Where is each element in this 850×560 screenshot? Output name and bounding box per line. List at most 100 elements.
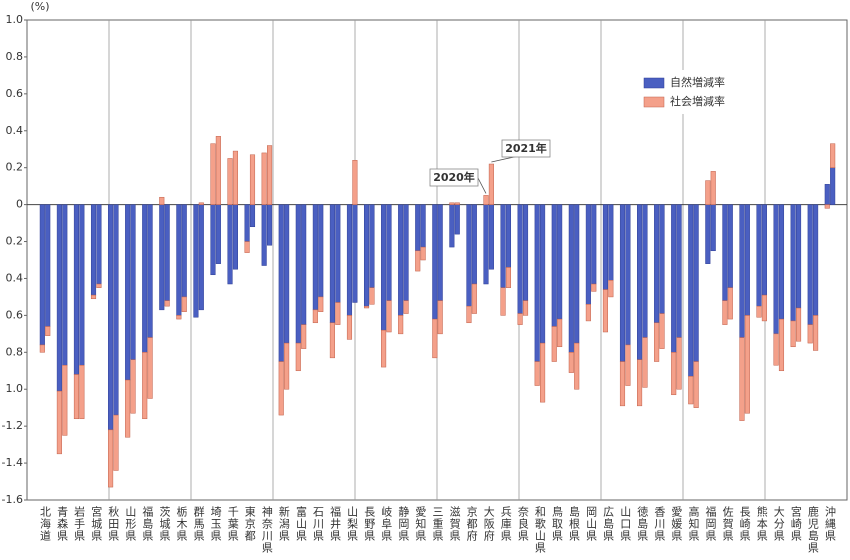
- bar-segment: [381, 204, 387, 331]
- bar-segment: [483, 204, 489, 285]
- bar-segment: [369, 287, 375, 305]
- bar-segment: [705, 180, 711, 205]
- bar-segment: [671, 352, 677, 396]
- x-tick-label: 山形県: [124, 506, 137, 542]
- bar-segment: [56, 204, 62, 392]
- bar-segment: [244, 241, 250, 253]
- bar-segment: [267, 204, 273, 246]
- bar-segment: [335, 302, 341, 325]
- y-tick-label: 0.2: [6, 235, 24, 248]
- bar-segment: [415, 250, 421, 272]
- bar-segment: [727, 204, 733, 288]
- bar-segment: [130, 359, 136, 414]
- bar-segment: [522, 204, 529, 301]
- bar-segment: [318, 204, 324, 298]
- bar-segment: [471, 283, 477, 314]
- bar-segment: [557, 204, 563, 320]
- bar-segment: [557, 318, 563, 348]
- x-tick-label: 北海道: [39, 506, 52, 542]
- bar-segment: [676, 204, 682, 338]
- bar-segment: [108, 204, 114, 431]
- bar-segment: [301, 324, 307, 349]
- bar-segment: [602, 204, 608, 290]
- bar-segment: [534, 361, 540, 386]
- bar-segment: [795, 204, 802, 309]
- bar-segment: [522, 300, 529, 316]
- callout-line: [477, 177, 487, 194]
- bar-segment: [39, 344, 45, 353]
- bar-segment: [147, 204, 153, 338]
- bar-segment: [113, 414, 119, 471]
- bar-segment: [381, 329, 387, 368]
- bar-segment: [363, 305, 370, 309]
- bar-segment: [813, 315, 819, 351]
- x-tick-label: 鳥取県: [550, 505, 563, 542]
- x-tick-label: 富山県: [294, 505, 307, 542]
- bar-segment: [261, 204, 267, 266]
- x-tick-label: 滋賀県: [448, 506, 461, 542]
- x-tick-label: 埼玉県: [209, 505, 222, 542]
- y-tick-label: -1.6: [2, 493, 23, 506]
- bar-segment: [688, 204, 694, 377]
- bar-segment: [659, 313, 665, 349]
- bar-segment: [125, 379, 131, 438]
- bar-segment: [454, 204, 460, 235]
- x-tick-label: 神奈川県: [260, 505, 273, 554]
- y-tick-label: 0.4: [6, 271, 24, 284]
- bar-segment: [574, 342, 580, 390]
- bar-segment: [449, 202, 455, 205]
- bar-segment: [710, 204, 716, 252]
- x-tick-label: 愛知県: [414, 506, 427, 542]
- annotation: 2020年: [433, 170, 475, 184]
- bar-segment: [386, 300, 392, 333]
- y-tick-label: -1.2: [2, 419, 23, 432]
- bar-segment: [756, 305, 762, 318]
- bar-segment: [608, 204, 614, 281]
- bar-segment: [722, 300, 728, 325]
- bar-segment: [568, 204, 574, 353]
- bar-segment: [329, 322, 335, 359]
- legend-swatch: [643, 77, 665, 89]
- x-tick-label: 千葉県: [226, 506, 239, 542]
- x-tick-label: 長野県: [363, 506, 376, 542]
- bar-segment: [773, 333, 779, 366]
- bar-segment: [369, 204, 375, 288]
- bar-segment: [517, 204, 523, 314]
- x-tick-label: 島根県: [568, 505, 581, 542]
- bar-segment: [705, 204, 711, 264]
- bar-segment: [90, 294, 97, 300]
- bar-segment: [352, 204, 358, 303]
- legend-label: 自然増減率: [670, 75, 725, 89]
- bar-segment: [830, 143, 836, 168]
- bar-segment: [198, 202, 204, 205]
- x-tick-label: 福岡県: [704, 505, 717, 542]
- callout-box: [501, 139, 551, 158]
- bar-segment: [517, 313, 523, 325]
- y-tick-label: -1.4: [2, 456, 23, 469]
- x-tick-label: 山口県: [619, 506, 632, 542]
- x-tick-label: 香川県: [653, 506, 666, 542]
- bar-segment: [505, 267, 512, 288]
- x-tick-label: 沖縄県: [823, 506, 836, 542]
- bar-segment: [278, 204, 284, 362]
- x-tick-label: 大阪府: [482, 505, 495, 542]
- bar-segment: [193, 204, 199, 318]
- legend-label: 社会増減率: [670, 94, 725, 108]
- x-tick-label: 群馬県: [192, 505, 205, 542]
- bar-segment: [778, 204, 785, 320]
- bar-segment: [534, 204, 540, 362]
- bar-segment: [830, 167, 836, 205]
- bar-segment: [466, 305, 472, 324]
- bar-segment: [56, 390, 62, 455]
- bar-segment: [125, 204, 131, 381]
- bar-segment: [90, 204, 97, 296]
- bar-segment: [727, 287, 733, 320]
- x-tick-label: 熊本県: [755, 505, 768, 542]
- x-tick-label: 長崎県: [738, 506, 751, 542]
- x-tick-label: 茨城県: [158, 505, 171, 542]
- bar-segment: [710, 171, 716, 205]
- bar-segment: [488, 163, 494, 205]
- y-tick-label: 0.4: [6, 124, 24, 137]
- bar-segment: [773, 204, 779, 335]
- x-tick-label: 愛媛県: [670, 506, 683, 542]
